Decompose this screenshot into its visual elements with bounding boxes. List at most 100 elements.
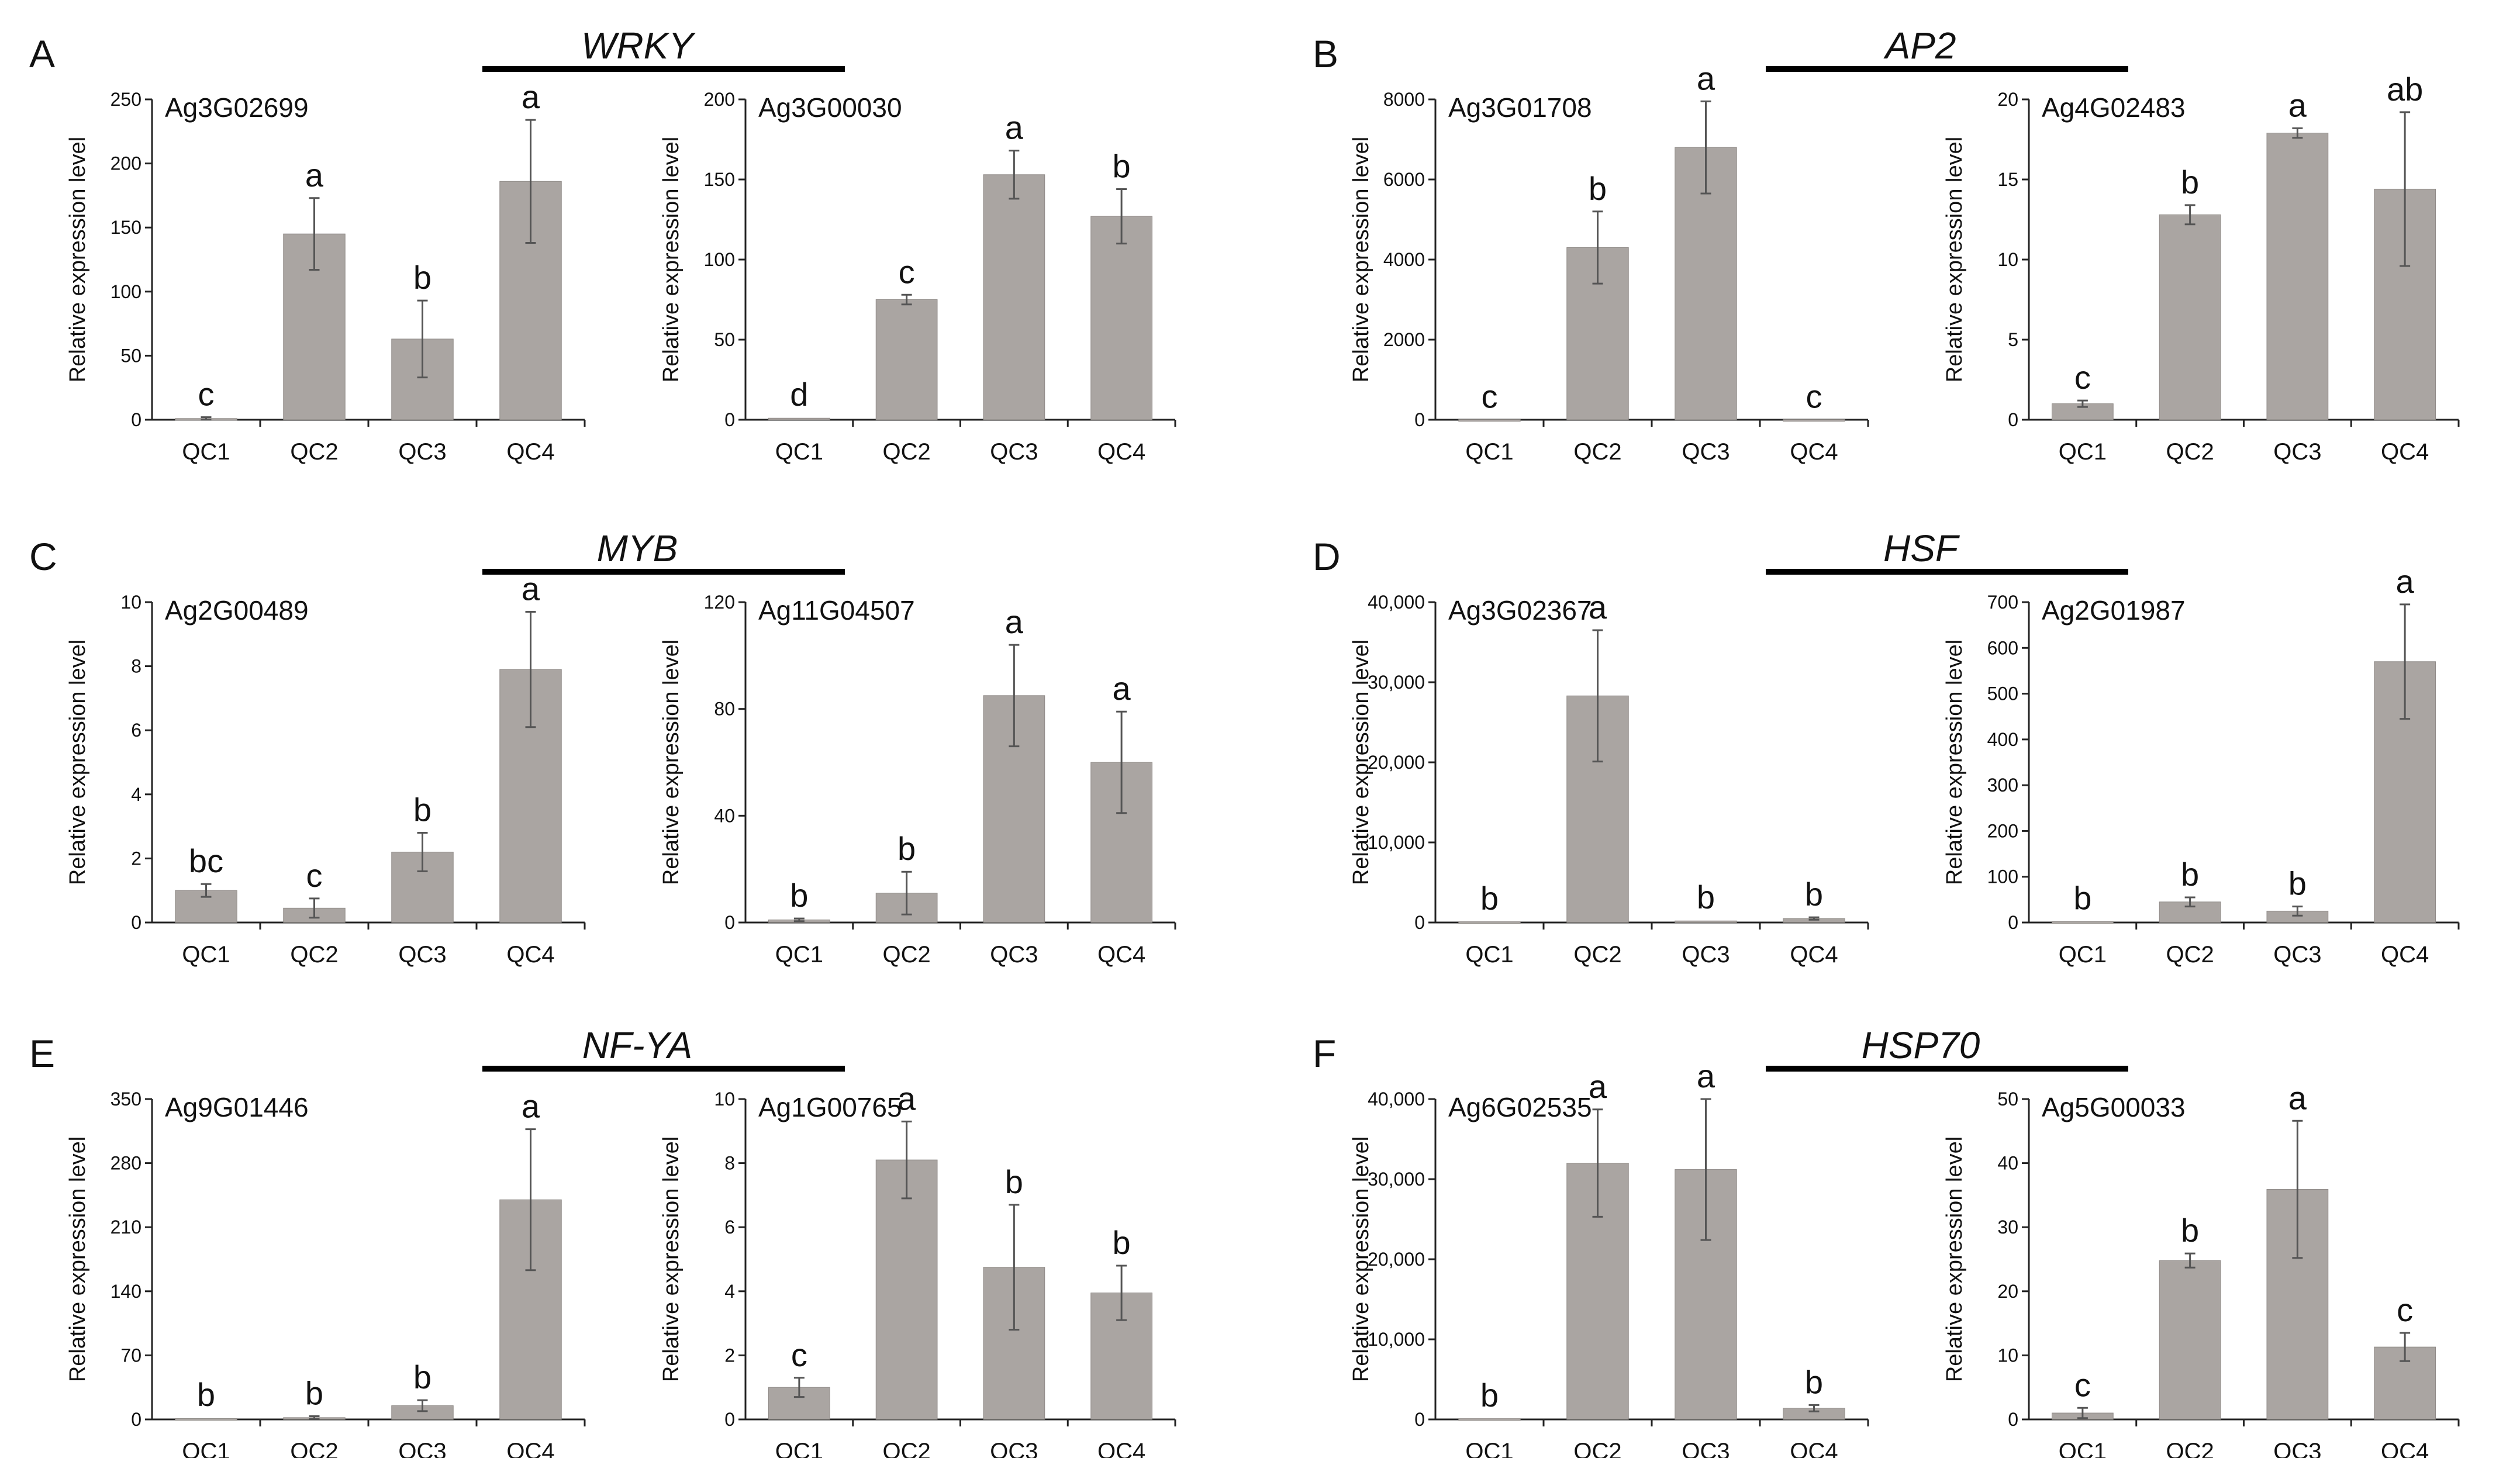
x-tick-label: QC1 [1465,1439,1513,1458]
panel-letter: B [1313,32,1338,75]
significance-letter: b [413,1359,431,1395]
x-tick-label: QC2 [883,1439,931,1458]
significance-letter: b [790,877,808,914]
panel-letter: D [1313,535,1341,578]
x-tick-label: QC3 [2273,439,2321,465]
y-tick-label: 0 [131,1409,141,1430]
significance-letter: a [1589,1068,1607,1105]
significance-letter: c [791,1336,807,1373]
y-tick-label: 40 [1997,1153,2018,1174]
x-tick-label: QC3 [398,439,446,465]
y-tick-label: 2 [724,1345,735,1366]
x-tick-label: QC2 [290,439,338,465]
significance-letter: c [2074,359,2091,396]
y-tick-label: 20 [1997,89,2018,110]
gene-family-title: MYB [597,527,678,569]
significance-letter: b [413,259,431,296]
significance-letter: c [1806,378,1822,414]
x-tick-label: QC1 [2059,1439,2107,1458]
y-tick-label: 100 [1987,866,2018,887]
bar-qc2 [2159,214,2221,420]
significance-letter: b [1480,880,1499,917]
y-tick-label: 200 [704,89,735,110]
y-tick-label: 200 [111,153,141,174]
y-tick-label: 120 [704,592,735,613]
bar-qc3 [2266,133,2329,420]
gene-id-label: Ag1G00765 [758,1092,902,1122]
y-axis-label: Relative expression level [659,1136,683,1382]
y-tick-label: 0 [1414,409,1425,430]
panel-letter: A [29,32,55,75]
y-tick-label: 4 [724,1281,735,1302]
significance-letter: a [305,157,324,194]
y-tick-label: 10,000 [1368,832,1425,853]
x-tick-label: QC3 [990,942,1038,968]
y-tick-label: 6 [131,720,141,741]
significance-letter: b [1805,1363,1823,1400]
charts-layer: A WRKY B AP2 C MYB D HSF E NF-YA F HSP70 Ag3G02699 Re… [29,25,2460,1458]
x-tick-label: QC2 [2166,942,2214,968]
x-tick-label: QC4 [1097,1439,1145,1458]
bar-qc1 [1458,921,1521,924]
chart-ag3g02367: Ag3G02367 Relative expression level 0 10,00… [1349,589,1869,968]
panel-a: A WRKY [29,25,845,75]
significance-letter: a [1005,109,1024,146]
y-tick-label: 50 [714,329,735,350]
y-axis-label: Relative expression level [65,640,90,885]
y-tick-label: 400 [1987,729,2018,750]
y-tick-label: 15 [1997,169,2018,190]
chart-ag3g02699: Ag3G02699 Relative expression level 0 50 100… [65,78,586,465]
significance-letter: b [1005,1163,1023,1200]
y-tick-label: 8000 [1383,89,1425,110]
significance-letter: b [2181,1212,2199,1249]
significance-letter: b [305,1375,323,1412]
y-tick-label: 20,000 [1368,1249,1425,1270]
x-tick-label: QC1 [775,439,823,465]
bar-qc3 [983,174,1045,420]
significance-letter: b [1589,170,1607,207]
chart-ag1g00765: Ag1G00765 Relative expression level 0 2 4 6 8 1… [659,1080,1176,1458]
significance-letter: b [1805,876,1823,913]
x-tick-label: QC1 [2059,942,2107,968]
chart-ag5g00033: Ag5G00033 Relative expression level 0 10 20 3… [1942,1079,2460,1458]
x-tick-label: QC4 [1790,942,1838,968]
x-tick-label: QC3 [2273,1439,2321,1458]
y-tick-label: 0 [724,409,735,430]
y-axis-label: Relative expression level [1942,1136,1967,1382]
y-tick-label: 300 [1987,775,2018,796]
y-tick-label: 80 [714,699,735,720]
bar-qc3 [1675,920,1737,923]
significance-letter: c [306,857,323,894]
gene-id-label: Ag2G01987 [2042,595,2186,626]
significance-letter: b [413,792,431,828]
x-tick-label: QC4 [1097,942,1145,968]
significance-letter: b [2181,164,2199,201]
y-tick-label: 250 [111,89,141,110]
bar-qc2 [2159,1260,2221,1420]
significance-letter: b [1113,147,1131,184]
x-tick-label: QC3 [990,1439,1038,1458]
x-tick-label: QC4 [1097,439,1145,465]
x-tick-label: QC3 [990,439,1038,465]
significance-letter: a [1005,603,1024,640]
y-tick-label: 40,000 [1368,1089,1425,1110]
y-tick-label: 40 [714,805,735,826]
gene-id-label: Ag9G01446 [165,1092,309,1122]
significance-letter: c [2397,1291,2413,1328]
y-tick-label: 5 [2008,329,2018,350]
y-tick-label: 4 [131,784,141,805]
chart-ag6g02535: Ag6G02535 Relative expression level 0 10,00… [1349,1058,1869,1458]
x-tick-label: QC4 [2381,1439,2429,1458]
significance-letter: b [2073,880,2091,917]
y-axis-label: Relative expression level [1349,1136,1373,1382]
chart-ag2g01987: Ag2G01987 Relative expression level 0 100 20… [1942,563,2460,968]
y-tick-label: 100 [704,249,735,270]
y-tick-label: 350 [111,1089,141,1110]
gene-id-label: Ag3G01708 [1448,92,1592,123]
significance-letter: b [197,1376,215,1413]
y-tick-label: 10 [1997,1345,2018,1366]
y-axis-label: Relative expression level [1349,137,1373,382]
significance-letter: a [2288,87,2307,123]
x-tick-label: QC4 [506,1439,554,1458]
